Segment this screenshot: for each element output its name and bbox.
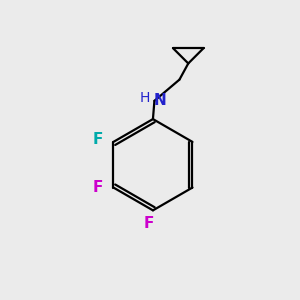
Text: F: F bbox=[93, 132, 103, 147]
Text: F: F bbox=[143, 216, 154, 231]
Text: H: H bbox=[140, 92, 150, 106]
Text: N: N bbox=[153, 93, 166, 108]
Text: F: F bbox=[93, 180, 103, 195]
